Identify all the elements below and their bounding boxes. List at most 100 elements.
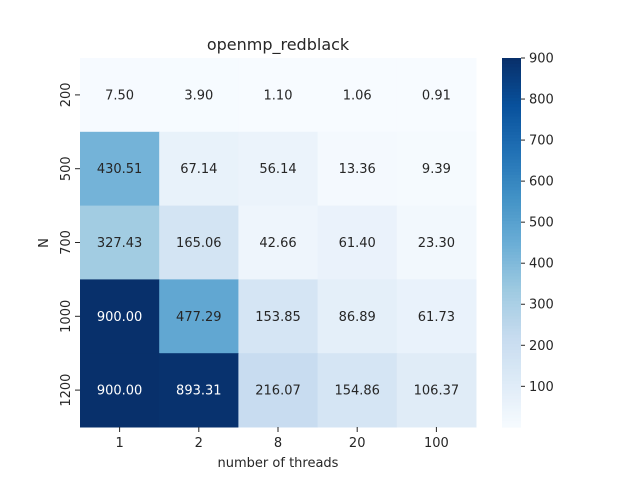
x-axis-label: number of threads	[218, 456, 339, 471]
colorbar-segment	[502, 205, 521, 210]
cell-value-label: 86.89	[339, 310, 376, 325]
cell-value-label: 61.73	[418, 310, 455, 325]
colorbar-segment	[502, 396, 521, 400]
colorbar-segment	[502, 196, 521, 201]
colorbar-segment	[502, 184, 521, 188]
colorbar-segment	[502, 304, 521, 308]
colorbar-segment	[502, 408, 521, 413]
heatmap-cell	[80, 353, 160, 428]
colorbar-segment	[502, 417, 521, 422]
cell-value-label: 3.90	[184, 88, 213, 103]
colorbar-segment	[502, 110, 521, 114]
heatmap-cell	[159, 58, 239, 133]
colorbar-segment	[502, 119, 521, 124]
cell-value-label: 1.06	[343, 88, 372, 103]
colorbar-segment	[502, 174, 521, 179]
colorbar-segment	[502, 214, 521, 219]
colorbar-segment	[502, 350, 521, 354]
colorbar-tick-label: 700	[529, 134, 554, 149]
colorbar-segment	[502, 190, 521, 194]
colorbar-segment	[502, 162, 521, 167]
cell-value-label: 61.40	[339, 236, 376, 251]
cell-value-label: 13.36	[339, 162, 376, 177]
colorbar-segment	[502, 310, 521, 314]
heatmap-cell	[317, 58, 398, 133]
colorbar-segment	[502, 359, 521, 364]
cell-value-label: 893.31	[176, 384, 222, 399]
colorbar-segment	[502, 208, 521, 213]
colorbar-segment	[502, 251, 521, 256]
colorbar-segment	[502, 420, 521, 425]
colorbar-tick-label: 800	[529, 93, 554, 108]
colorbar-segment	[502, 328, 521, 333]
cell-value-label: 9.39	[422, 162, 451, 177]
y-tick-label: 500	[59, 156, 74, 181]
colorbar-segment	[502, 144, 521, 148]
colorbar-tick-label: 600	[529, 175, 554, 190]
colorbar-segment	[502, 368, 521, 373]
cell-value-label: 327.43	[97, 236, 143, 251]
heatmap-cell	[317, 205, 398, 280]
colorbar-segment	[502, 393, 521, 397]
colorbar-segment	[502, 211, 521, 216]
cell-value-label: 56.14	[259, 162, 296, 177]
colorbar-segment	[502, 285, 521, 290]
colorbar-segment	[502, 279, 521, 284]
cell-value-label: 216.07	[255, 384, 301, 399]
colorbar-segment	[502, 64, 521, 68]
x-tick-label: 100	[424, 436, 449, 451]
colorbar-segment	[502, 371, 521, 376]
cell-value-label: 430.51	[97, 162, 143, 177]
colorbar-segment	[502, 337, 521, 342]
colorbar-segment	[502, 414, 521, 419]
y-tick-label: 1200	[59, 374, 74, 407]
colorbar-tick-label: 300	[529, 298, 554, 313]
colorbar-segment	[502, 97, 521, 102]
y-axis: 200 500 700 1000 1200	[59, 82, 80, 407]
y-tick-label: 200	[59, 82, 74, 107]
colorbar-segment	[502, 254, 521, 259]
heatmap-cell	[396, 205, 477, 280]
x-tick-label: 8	[274, 436, 282, 451]
heatmap-cell	[80, 205, 160, 280]
x-axis: 1 2 8 20 100	[115, 427, 449, 451]
colorbar-segment	[502, 294, 521, 299]
cell-value-label: 153.85	[255, 310, 301, 325]
colorbar-segment	[502, 168, 521, 173]
heatmap-cell	[80, 279, 160, 354]
heatmap-cell	[238, 353, 319, 428]
heatmap-cell	[159, 131, 239, 207]
colorbar-segment	[502, 67, 521, 71]
colorbar-segment	[502, 61, 521, 65]
colorbar-segment	[502, 141, 521, 145]
cell-value-label: 900.00	[97, 310, 143, 325]
colorbar-segment	[502, 150, 521, 154]
colorbar-segment	[502, 233, 521, 237]
colorbar-segment	[502, 377, 521, 382]
colorbar-segment	[502, 245, 521, 250]
colorbar-segment	[502, 319, 521, 324]
cell-value-label: 477.29	[176, 310, 222, 325]
heatmap-cell	[238, 58, 319, 133]
y-tick-label: 700	[59, 230, 74, 255]
colorbar-segment	[502, 199, 521, 204]
heatmap-cell	[396, 353, 477, 428]
cell-value-label: 42.66	[259, 236, 296, 251]
colorbar-segment	[502, 137, 521, 142]
cell-value-label: 106.37	[414, 384, 460, 399]
colorbar-segment	[502, 362, 521, 367]
colorbar-segment	[502, 122, 521, 127]
colorbar-segment	[502, 70, 521, 74]
colorbar-segment	[502, 85, 521, 90]
colorbar-segment	[502, 171, 521, 176]
heatmap-cell	[396, 279, 477, 354]
colorbar-segment	[502, 236, 521, 241]
colorbar-tick-label: 400	[529, 257, 554, 272]
colorbar-segment	[502, 325, 521, 330]
heatmap-cells	[80, 58, 477, 428]
colorbar-segment	[502, 217, 521, 222]
x-tick-label: 20	[349, 436, 366, 451]
colorbar-segment	[502, 356, 521, 360]
colorbar-segment	[502, 402, 521, 407]
